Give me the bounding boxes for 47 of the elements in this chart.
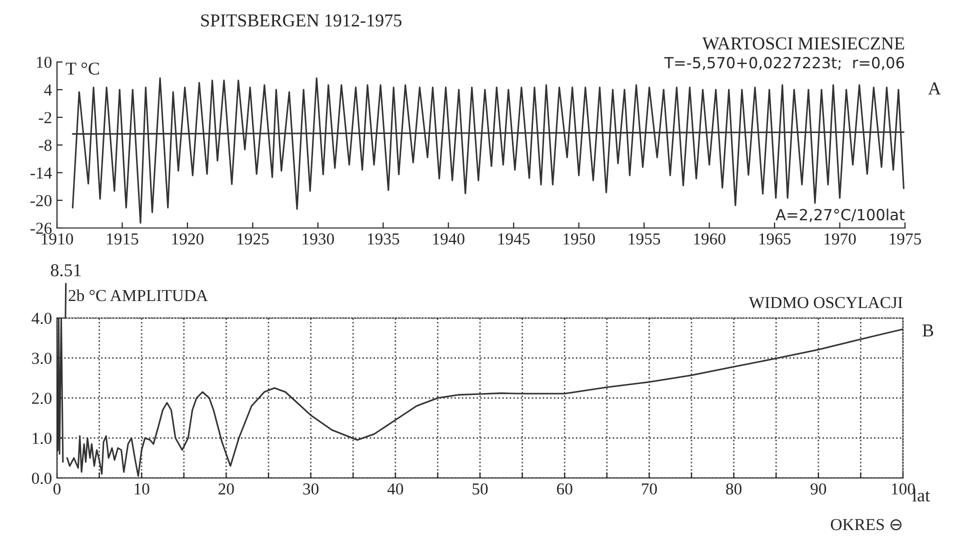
x-tick-label: 1925 [237,233,269,245]
x-tick-label: 50 [472,483,488,495]
chart-title: SPITSBERGEN 1912-1975 [201,14,402,27]
x-tick-label: 1915 [107,233,138,245]
x-tick-label: 30 [303,483,318,495]
annotation: T=-5,570+0,0227223t; r=0,06 [664,56,904,70]
y-tick-label: 0.0 [32,472,52,484]
y-tick-label: 10 [36,56,52,68]
y-tick-label: 2.0 [32,392,52,404]
x-tick-label: 1935 [368,233,400,245]
y-tick-label: 3.0 [32,352,52,364]
y-tick-label: 1.0 [32,432,52,444]
x-tick-label: 0 [53,483,61,495]
x-axis-title: OKRES ⊖ [830,518,902,530]
x-tick-label: 1930 [302,233,334,245]
x-tick-label: 1920 [172,233,204,245]
y-tick-label: 4 [44,84,52,96]
x-tick-label: 1955 [628,233,660,245]
x-tick-label: 60 [556,483,572,495]
y-tick-label: -2 [38,112,52,124]
x-tick-label: 70 [642,483,657,495]
x-tick-label: 1975 [890,233,922,245]
y-tick-label: -26 [30,222,52,234]
annotation: 8.51 [50,264,81,276]
text: A [928,82,941,94]
x-tick-label: 80 [726,483,742,495]
x-tick-label: 1910 [42,233,74,245]
y-axis-title: T °C [66,62,99,75]
x-tick-label: 90 [810,483,826,495]
x-tick-label: 40 [387,483,404,495]
y-tick-label: -14 [30,167,52,178]
x-tick-label: 1960 [694,233,726,245]
x-tick-label: 1965 [759,233,791,245]
text: B [922,324,934,336]
annotation: A=2,27°C/100lat [776,208,905,222]
x-tick-label: 10 [134,483,150,495]
x-tick-label: 1970 [824,233,856,245]
x-tick-label: 20 [218,483,234,495]
y-tick-label: 4.0 [32,312,52,324]
x-tick-label: 1945 [498,233,530,245]
x-tick-label: 1940 [433,233,464,245]
y-tick-label: -8 [38,140,52,151]
chart-title: WIDMO OSCYLACJI [748,296,902,308]
x-tick-label: 1950 [564,233,595,245]
y-tick-label: -20 [30,195,52,206]
text: WARTOSCI MIESIECZNE [702,37,904,50]
y-axis-title: 2b °C AMPLITUDA [68,289,208,302]
